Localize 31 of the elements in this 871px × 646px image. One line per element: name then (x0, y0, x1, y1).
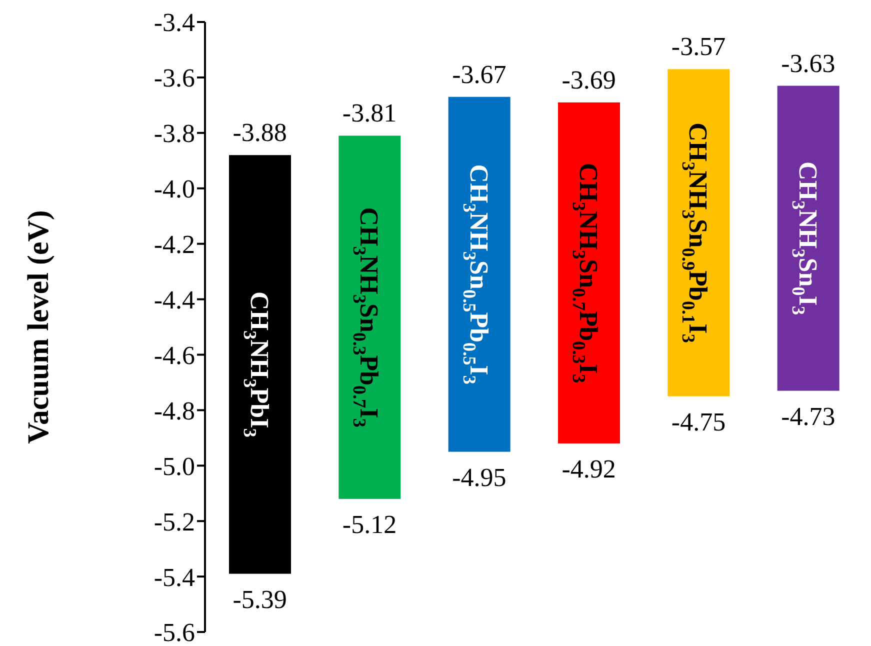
bar (558, 102, 620, 444)
annotation: -4.95 (452, 462, 506, 492)
y-axis-title: Vacuum level (eV) (22, 210, 54, 444)
y-tick-label: -4.0 (154, 174, 195, 204)
y-tick-label: -3.6 (154, 64, 195, 93)
bar (668, 69, 730, 396)
annotation: -3.63 (781, 48, 836, 78)
annotation: -3.67 (452, 60, 506, 89)
annotation: -4.73 (781, 402, 836, 431)
y-tick-label: -5.6 (154, 618, 195, 646)
y-tick-label: -4.8 (154, 396, 195, 426)
y-tick-label: -3.4 (154, 8, 195, 38)
annotation: -5.39 (232, 584, 287, 614)
y-tick-label: -5.0 (154, 452, 195, 481)
annotation: -3.69 (562, 65, 616, 94)
bar (777, 86, 840, 391)
annotation: -4.75 (671, 407, 726, 436)
y-tick-label: -3.8 (154, 119, 195, 148)
bar (448, 96, 510, 452)
y-tick-label: -4.6 (154, 340, 195, 370)
bar (229, 155, 291, 574)
y-tick-label: -4.2 (154, 230, 195, 260)
y-tick-label: -5.2 (154, 507, 195, 536)
annotation: -4.92 (562, 454, 616, 484)
annotation: -3.81 (342, 98, 397, 128)
annotation: -3.88 (232, 118, 287, 148)
annotation: -3.57 (671, 32, 726, 62)
annotation: -5.12 (342, 510, 397, 539)
bar (338, 136, 401, 499)
y-tick-label: -4.4 (154, 286, 195, 315)
y-tick-label: -5.4 (154, 562, 195, 592)
